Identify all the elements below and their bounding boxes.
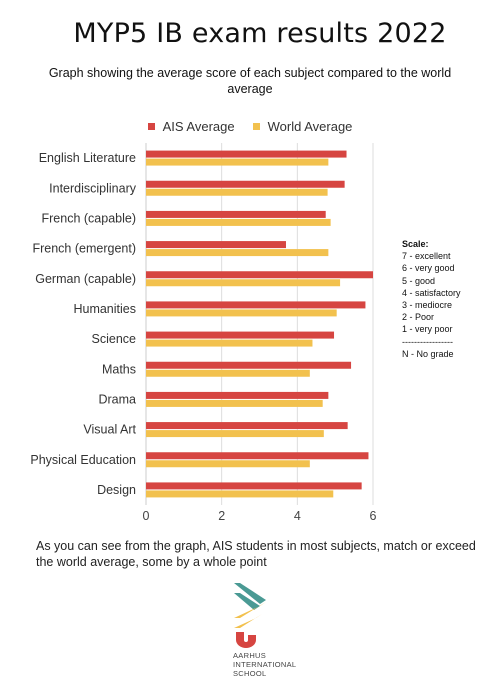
bar-world-average bbox=[146, 158, 329, 166]
category-label: Design bbox=[97, 483, 136, 497]
category-label: Science bbox=[92, 332, 137, 346]
legend-swatch-world bbox=[252, 123, 260, 130]
category-label: Maths bbox=[102, 362, 136, 376]
chart-subtitle: Graph showing the average score of each … bbox=[48, 66, 452, 96]
bar-world-average bbox=[146, 339, 313, 347]
x-tick-label: 2 bbox=[218, 509, 225, 523]
scale-item: N - No grade bbox=[402, 348, 454, 359]
school-name-line: INTERNATIONAL bbox=[233, 660, 297, 669]
category-label: Humanities bbox=[73, 302, 136, 316]
bar-ais-average bbox=[146, 271, 373, 279]
bar-world-average bbox=[146, 249, 329, 257]
bar-world-average bbox=[146, 430, 324, 438]
category-label: English Literature bbox=[39, 151, 136, 165]
bar-ais-average bbox=[146, 180, 345, 188]
bar-world-average bbox=[146, 309, 337, 317]
bar-world-average bbox=[146, 369, 310, 377]
scale-item: 7 - excellent bbox=[402, 251, 451, 262]
scale-item: 5 - good bbox=[402, 275, 436, 286]
scale-divider: ----------------- bbox=[402, 336, 453, 347]
category-label: French (emergent) bbox=[32, 242, 136, 256]
school-name-line: AARHUS bbox=[233, 651, 267, 660]
bar-world-average bbox=[146, 218, 331, 226]
legend-item-ais: AIS Average bbox=[147, 119, 235, 134]
legend-label-ais: AIS Average bbox=[162, 119, 235, 134]
bar-world-average bbox=[146, 490, 334, 498]
bar-ais-average bbox=[146, 482, 362, 490]
bar-ais-average bbox=[146, 422, 348, 430]
bar-ais-average bbox=[146, 331, 335, 339]
x-tick-label: 0 bbox=[143, 509, 150, 523]
legend-item-world: World Average bbox=[252, 119, 353, 134]
bar-ais-average bbox=[146, 150, 347, 158]
legend-swatch-ais bbox=[147, 123, 155, 130]
category-label: Interdisciplinary bbox=[49, 181, 137, 195]
bar-world-average bbox=[146, 188, 328, 196]
scale-item: 4 - satisfactory bbox=[402, 287, 461, 298]
bar-ais-average bbox=[146, 241, 286, 249]
x-tick-label: 4 bbox=[294, 509, 301, 523]
scale-item: 1 - very poor bbox=[402, 324, 453, 335]
chart-legend: AIS Average World Average bbox=[0, 119, 500, 134]
bar-ais-average bbox=[146, 391, 329, 399]
category-label: German (capable) bbox=[35, 272, 136, 286]
footnote: As you can see from the graph, AIS stude… bbox=[36, 539, 476, 569]
bar-chart: English Literature Interdisciplinary Frenc… bbox=[30, 143, 377, 523]
category-label: Physical Education bbox=[30, 453, 136, 467]
scale-key: Scale: 7 - excellent 6 - very good 5 - g… bbox=[402, 238, 461, 360]
page-title: MYP5 IB exam results 2022 bbox=[73, 18, 447, 49]
bar-world-average bbox=[146, 399, 323, 407]
bar-ais-average bbox=[146, 301, 366, 309]
category-label: Visual Art bbox=[83, 423, 136, 437]
legend-label-world: World Average bbox=[267, 119, 353, 134]
scale-item: 2 - Poor bbox=[402, 312, 435, 323]
bar-ais-average bbox=[146, 210, 326, 218]
scale-item: 6 - very good bbox=[402, 263, 455, 274]
school-logo-icon bbox=[234, 583, 266, 648]
school-name: AARHUS INTERNATIONAL SCHOOL bbox=[233, 651, 296, 678]
category-label: French (capable) bbox=[42, 211, 137, 225]
bar-world-average bbox=[146, 460, 310, 468]
scale-item: 3 - mediocre bbox=[402, 300, 453, 311]
scale-title: Scale: bbox=[402, 239, 429, 249]
bar-ais-average bbox=[146, 452, 369, 460]
category-label: Drama bbox=[98, 392, 136, 406]
bar-world-average bbox=[146, 279, 341, 287]
x-tick-label: 6 bbox=[370, 509, 377, 523]
bar-ais-average bbox=[146, 361, 352, 369]
school-name-line: SCHOOL bbox=[233, 669, 267, 678]
